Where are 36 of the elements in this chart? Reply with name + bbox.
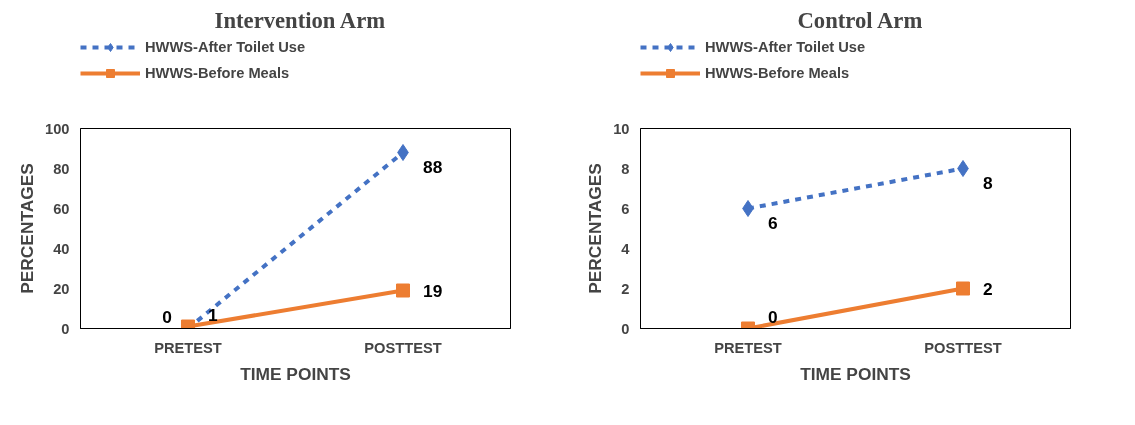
data-label: 0 xyxy=(162,306,172,327)
data-label: 1 xyxy=(208,304,218,325)
y-axis-title: PERCENTAGES xyxy=(17,163,38,294)
y-tick-label: 8 xyxy=(621,160,630,177)
legend-label: HWWS-After Toilet Use xyxy=(705,39,866,55)
data-label: 6 xyxy=(768,212,778,233)
point xyxy=(396,283,410,298)
x-tick-label: PRETEST xyxy=(714,339,782,356)
y-tick-label: 20 xyxy=(53,280,70,297)
legend-label: HWWS-After Toilet Use xyxy=(145,39,306,55)
data-label: 19 xyxy=(423,280,443,301)
x-axis-title: TIME POINTS xyxy=(800,363,911,384)
y-tick-label: 40 xyxy=(53,240,70,257)
data-label: 8 xyxy=(983,172,993,193)
x-tick-label: POSTTEST xyxy=(364,339,442,356)
chart-title: Intervention Arm xyxy=(214,7,386,33)
x-axis-title: TIME POINTS xyxy=(240,363,351,384)
y-tick-label: 10 xyxy=(613,120,630,137)
y-tick-label: 80 xyxy=(53,160,70,177)
y-tick-label: 6 xyxy=(621,200,630,217)
legend-label: HWWS-Before Meals xyxy=(705,65,850,81)
x-tick-label: PRETEST xyxy=(154,339,222,356)
data-label: 88 xyxy=(423,156,443,177)
y-tick-label: 0 xyxy=(61,320,70,337)
y-tick-label: 100 xyxy=(45,120,70,137)
y-tick-label: 2 xyxy=(621,280,630,297)
point xyxy=(956,281,970,296)
data-label: 2 xyxy=(983,278,993,299)
y-tick-label: 4 xyxy=(621,240,631,257)
data-label: 0 xyxy=(768,306,778,327)
y-tick-label: 0 xyxy=(621,320,630,337)
chart-title: Control Arm xyxy=(797,7,923,33)
y-axis-title: PERCENTAGES xyxy=(585,163,606,294)
y-tick-label: 60 xyxy=(53,200,70,217)
legend-label: HWWS-Before Meals xyxy=(145,65,290,81)
x-tick-label: POSTTEST xyxy=(924,339,1002,356)
